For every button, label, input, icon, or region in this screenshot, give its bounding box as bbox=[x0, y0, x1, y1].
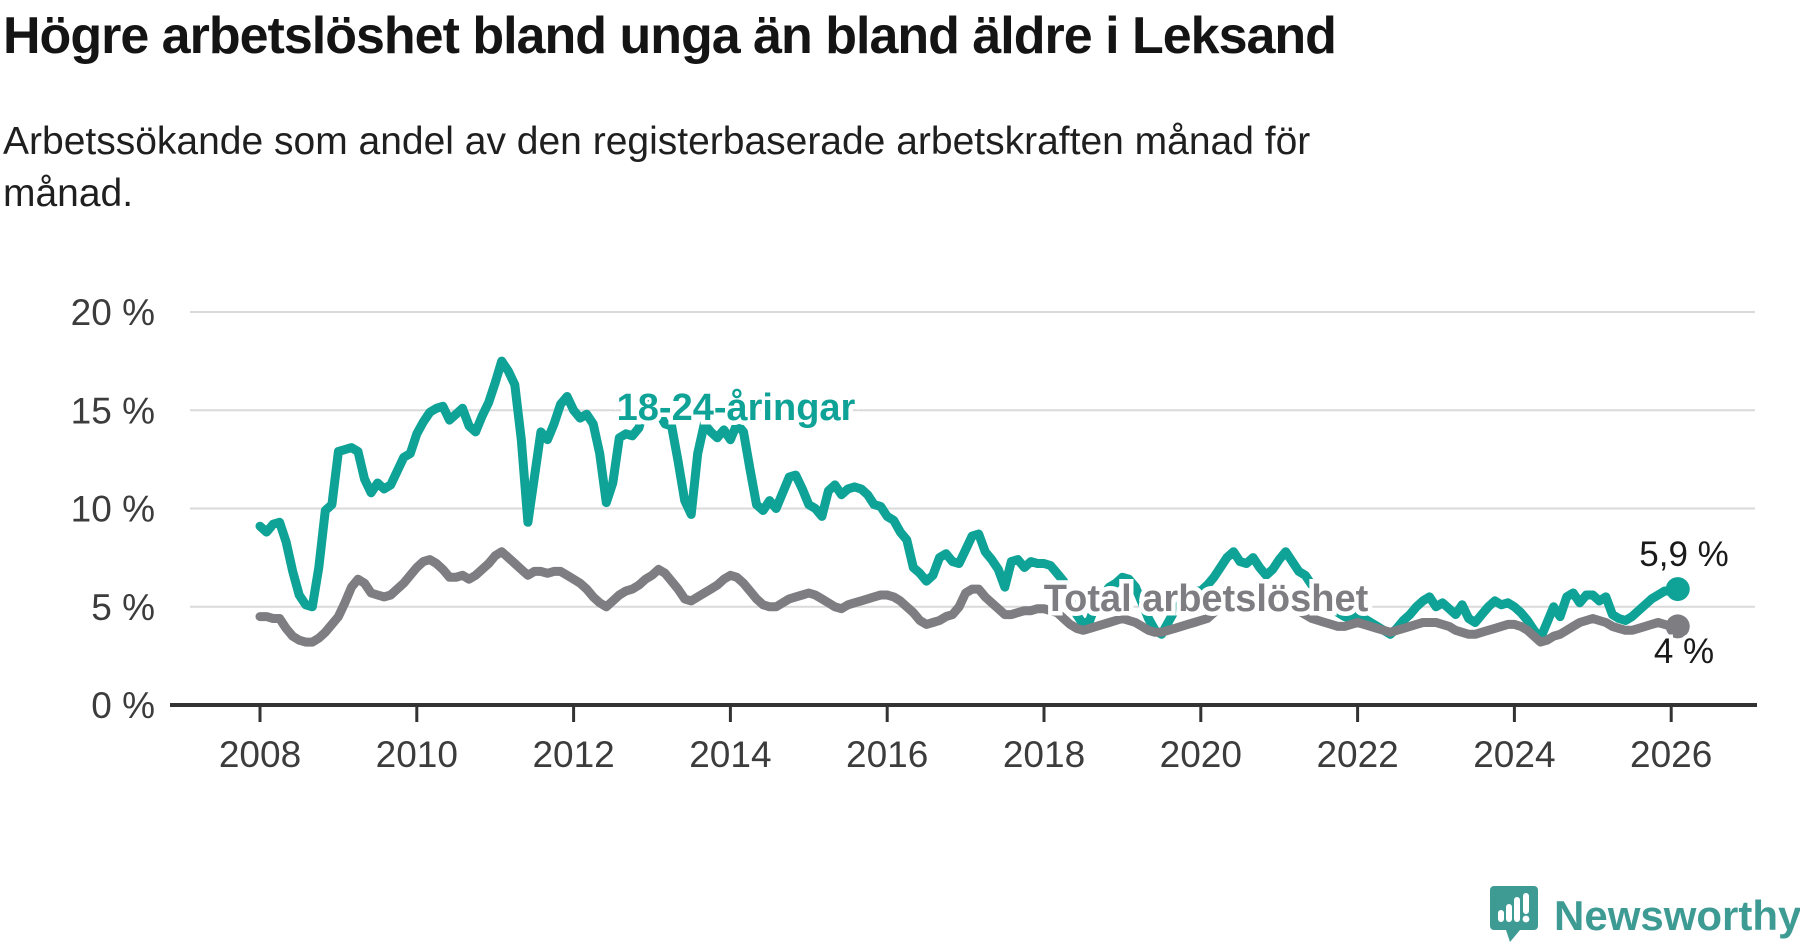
y-tick-label-15: 15 % bbox=[71, 390, 155, 431]
x-tick-label-2008: 2008 bbox=[219, 734, 301, 775]
end-value-label-18-24: 5,9 % bbox=[1639, 535, 1729, 574]
chart-title: Högre arbetslöshet bland unga än bland ä… bbox=[3, 7, 1337, 65]
newsworthy-logo-text: Newsworthy bbox=[1554, 892, 1800, 939]
series-line-total bbox=[255, 547, 1683, 647]
newsworthy-branding: Newsworthy bbox=[1490, 884, 1800, 948]
end-dot-total bbox=[1665, 614, 1690, 639]
y-tick-label-5: 5 % bbox=[91, 587, 155, 628]
y-tick-label-0: 0 % bbox=[91, 685, 155, 726]
exclamation-dot bbox=[1522, 915, 1530, 923]
x-tick-label-2020: 2020 bbox=[1160, 734, 1242, 775]
series-line-18-24 bbox=[255, 356, 1683, 643]
end-dot-18-24 bbox=[1665, 577, 1690, 602]
y-tick-label-10: 10 % bbox=[71, 489, 155, 530]
chart-subtitle: Arbetssökande som andel av den registerb… bbox=[3, 116, 1310, 220]
x-tick-label-2012: 2012 bbox=[532, 734, 614, 775]
y-tick-label-20: 20 % bbox=[71, 292, 155, 333]
x-tick-label-2026: 2026 bbox=[1630, 734, 1712, 775]
x-tick-label-2024: 2024 bbox=[1473, 734, 1555, 775]
series-label-total: Total arbetslöshet bbox=[1044, 578, 1369, 620]
subtitle-line-1: Arbetssökande som andel av den registerb… bbox=[3, 120, 1311, 163]
x-tick-label-2022: 2022 bbox=[1316, 734, 1398, 775]
bar-1 bbox=[1498, 910, 1504, 922]
x-tick-label-2018: 2018 bbox=[1003, 734, 1085, 775]
line-chart: 2008 2010 2012 2014 2016 2018 2020 2022 2024 2026… bbox=[71, 292, 1757, 775]
subtitle-line-2: månad. bbox=[3, 172, 134, 215]
series-label-18-24: 18-24-åringar bbox=[617, 387, 856, 429]
bar-2 bbox=[1506, 904, 1512, 922]
x-tick-label-2010: 2010 bbox=[376, 734, 458, 775]
newsworthy-speech-bubble-chart-icon bbox=[1490, 886, 1538, 942]
exclamation-bar bbox=[1523, 893, 1529, 914]
end-value-label-total: 4 % bbox=[1654, 632, 1714, 671]
bar-3 bbox=[1514, 897, 1520, 922]
x-tick-label-2014: 2014 bbox=[689, 734, 771, 775]
x-tick-label-2016: 2016 bbox=[846, 734, 928, 775]
